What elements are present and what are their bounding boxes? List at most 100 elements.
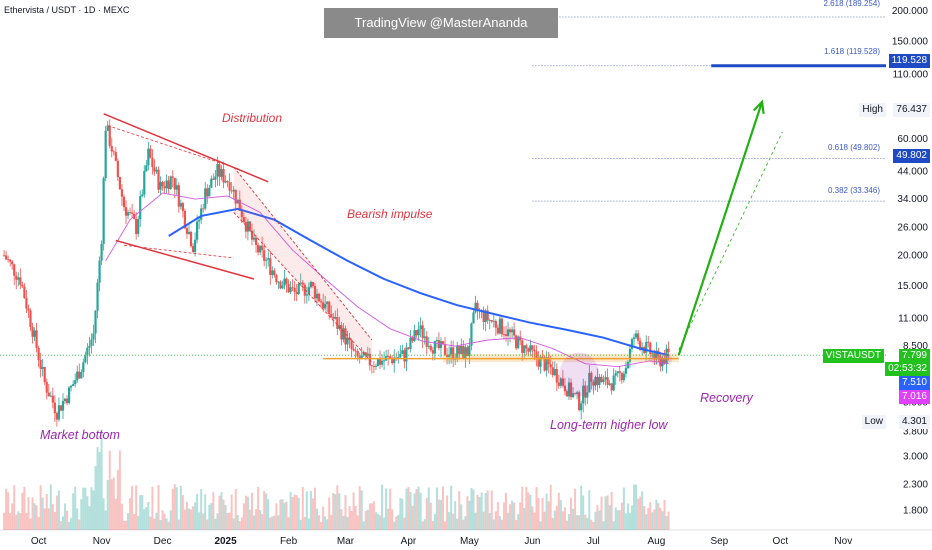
candle-body xyxy=(25,298,28,309)
volume-bar xyxy=(61,516,64,530)
candle-body xyxy=(571,393,575,398)
candle-body xyxy=(649,342,652,355)
volume-bar xyxy=(653,509,656,530)
volume-bar xyxy=(395,516,398,530)
volume-bar xyxy=(622,487,625,530)
volume-bar xyxy=(291,496,294,530)
y-tick-label: 26.000 xyxy=(897,223,928,234)
candle-body xyxy=(492,320,495,322)
volume-bar xyxy=(133,514,136,530)
volume-bar xyxy=(35,505,38,530)
volume-bar xyxy=(602,521,605,530)
volume-bar xyxy=(155,512,158,530)
volume-bar xyxy=(647,508,650,530)
volume-bar xyxy=(92,490,95,530)
y-tick-label: 15.000 xyxy=(897,281,928,292)
candle-body xyxy=(606,377,609,385)
volume-bar xyxy=(393,521,396,530)
volume-bar xyxy=(362,521,365,530)
volume-bar xyxy=(147,501,150,530)
volume-bar xyxy=(23,486,26,530)
volume-bar xyxy=(39,485,42,530)
volume-bar xyxy=(204,494,207,530)
volume-bar xyxy=(218,495,221,530)
candle-body xyxy=(167,180,170,190)
volume-bar xyxy=(141,495,144,530)
candle-body xyxy=(515,335,518,349)
candle-body xyxy=(578,392,581,411)
volume-bar xyxy=(246,496,249,530)
volume-bar xyxy=(208,504,211,530)
candle-body xyxy=(573,393,577,395)
candle-body xyxy=(541,356,544,358)
x-tick-label: Nov xyxy=(834,536,852,547)
volume-bar xyxy=(220,491,223,530)
candle-body xyxy=(82,362,85,373)
candle-body xyxy=(29,310,32,327)
candle-body xyxy=(305,294,308,296)
volume-bar xyxy=(570,497,573,530)
candle-body xyxy=(198,219,201,222)
volume-bar xyxy=(464,516,467,530)
y-tick-label: 150.000 xyxy=(892,37,929,48)
candle-body xyxy=(53,402,56,414)
price-axis xyxy=(886,0,932,550)
candle-body xyxy=(598,376,601,386)
volume-bar xyxy=(592,521,595,530)
volume-bar xyxy=(3,512,6,530)
volume-bar xyxy=(519,502,522,530)
candle-body xyxy=(145,165,148,171)
volume-bar xyxy=(486,490,489,530)
candle-body xyxy=(171,176,174,178)
volume-bar xyxy=(163,513,166,530)
volume-bar xyxy=(242,503,245,530)
volume-bar xyxy=(124,520,127,530)
candle-body xyxy=(61,401,65,411)
candle-body xyxy=(191,246,195,253)
candle-body xyxy=(94,310,97,334)
candle-body xyxy=(417,329,420,336)
volume-bar xyxy=(5,488,8,530)
volume-bar xyxy=(494,511,497,530)
volume-bar xyxy=(545,493,548,530)
volume-bar xyxy=(509,504,512,530)
candle-body xyxy=(220,169,223,177)
candle-body xyxy=(517,336,520,349)
volume-bar xyxy=(551,517,554,530)
volume-bar xyxy=(401,498,404,530)
candle-body xyxy=(533,349,536,352)
candle-body xyxy=(297,283,300,295)
volume-bar xyxy=(606,495,609,530)
candle-body xyxy=(149,148,152,158)
volume-bar xyxy=(608,505,611,530)
candle-body xyxy=(405,347,408,362)
volume-bar xyxy=(253,515,256,530)
candle-body xyxy=(616,371,619,374)
candle-body xyxy=(645,341,648,353)
volume-bar xyxy=(448,512,451,530)
candle-body xyxy=(545,357,548,371)
volume-bar xyxy=(153,518,156,530)
candle-body xyxy=(531,345,534,350)
candle-body xyxy=(108,125,111,147)
candle-body xyxy=(193,239,197,253)
candle-body xyxy=(92,333,95,340)
volume-bar xyxy=(466,496,469,530)
volume-bar xyxy=(543,511,546,530)
candle-body xyxy=(588,372,591,393)
candle-body xyxy=(250,230,254,240)
x-tick-label: Sep xyxy=(710,536,728,547)
candle-body xyxy=(326,301,329,304)
volume-bar xyxy=(630,505,633,530)
candle-body xyxy=(301,282,304,285)
volume-bar xyxy=(114,498,117,530)
candle-body xyxy=(224,181,227,183)
volume-bar xyxy=(139,495,142,530)
volume-bar xyxy=(535,487,538,530)
candle-body xyxy=(63,398,67,402)
volume-bar xyxy=(82,487,85,530)
candle-body xyxy=(413,330,416,341)
volume-bar xyxy=(381,484,384,530)
candle-body xyxy=(295,291,298,295)
